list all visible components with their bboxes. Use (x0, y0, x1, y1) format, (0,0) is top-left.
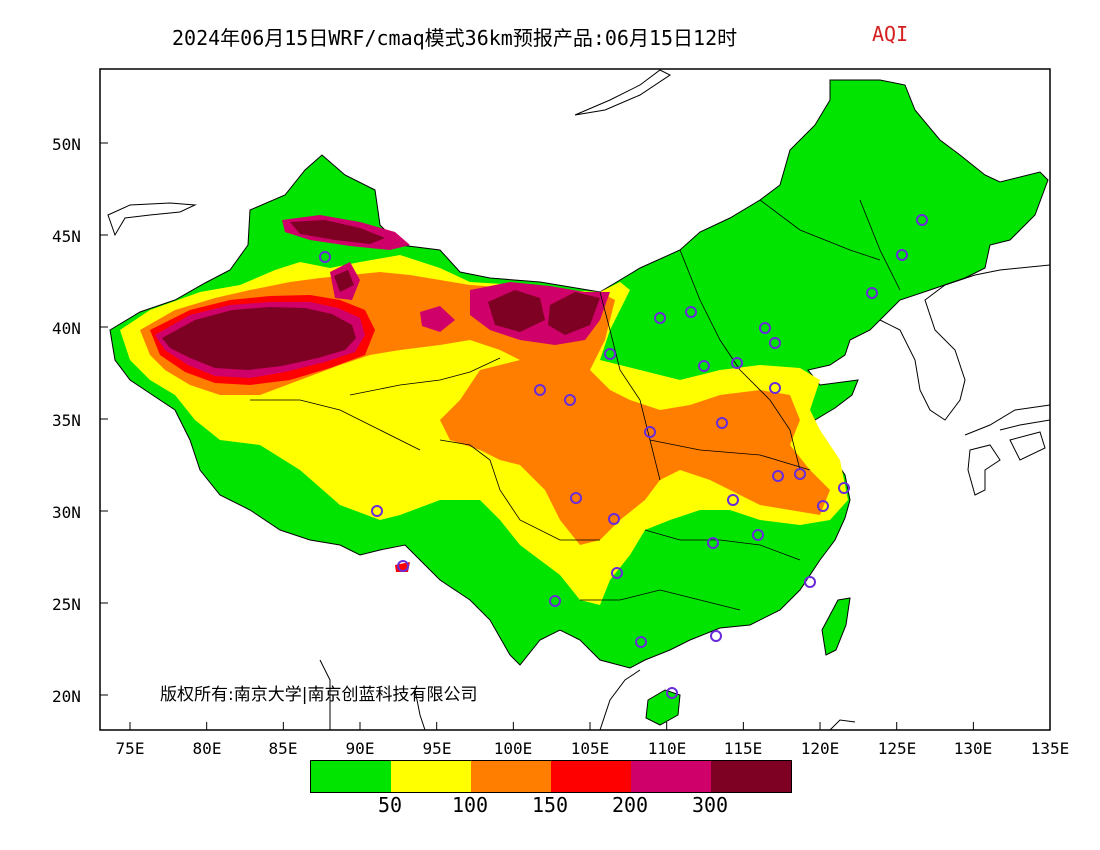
aqi-hotspot-west-mongolia-core (488, 290, 600, 335)
foreign-coastlines (107, 69, 1050, 730)
lon-label-90e: 90E (345, 739, 375, 758)
lon-label-100e: 100E (493, 739, 533, 758)
lon-label-75e: 75E (115, 739, 145, 758)
aqi-usg-zone-central (440, 355, 830, 545)
province-boundaries (250, 199, 901, 611)
legend-tick-50: 50 (377, 793, 403, 817)
lon-label-110e: 110E (647, 739, 687, 758)
legend-box-hazardous (711, 761, 791, 792)
legend-box-usg (471, 761, 551, 792)
legend-tick-200: 200 (611, 793, 649, 817)
aqi-hazardous-zone (162, 307, 356, 370)
lon-ticks (129, 722, 1051, 730)
legend-box-very-unhealthy (631, 761, 711, 792)
lat-label-50n: 50N (52, 135, 81, 154)
lon-label-115e: 115E (723, 739, 763, 758)
lon-label-135e: 135E (1030, 739, 1070, 758)
hainan-island (645, 689, 681, 726)
lon-label-125e: 125E (877, 739, 917, 758)
lat-ticks (100, 142, 108, 696)
lat-label-30n: 30N (52, 503, 81, 522)
lat-label-45n: 45N (52, 227, 81, 246)
lon-label-120e: 120E (800, 739, 840, 758)
lon-label-105e: 105E (570, 739, 610, 758)
aqi-hotspot-hexi (330, 262, 455, 332)
lat-label-20n: 20N (52, 687, 81, 706)
copyright-text: 版权所有:南京大学|南京创蓝科技有限公司 (160, 685, 478, 705)
aqi-hotspot-hexi-core (334, 270, 354, 292)
monitoring-stations (319, 214, 928, 699)
taiwan-island (821, 597, 851, 656)
legend-box-moderate (391, 761, 471, 792)
aqi-hazardous-north-core (290, 220, 385, 244)
legend-tick-100: 100 (451, 793, 489, 817)
title-main: 2024年06月15日WRF/cmaq模式36km预报产品:06月15日12时 (172, 26, 738, 50)
legend-tick-300: 300 (691, 793, 729, 817)
aqi-legend (310, 760, 792, 793)
title-variable: AQI (872, 22, 909, 46)
lon-label-80e: 80E (192, 739, 222, 758)
lat-label-40n: 40N (52, 319, 81, 338)
legend-box-good (311, 761, 391, 792)
lon-label-130e: 130E (953, 739, 993, 758)
lon-label-85e: 85E (268, 739, 298, 758)
map-frame (99, 68, 1051, 731)
legend-box-unhealthy (551, 761, 631, 792)
lon-label-95e: 95E (422, 739, 452, 758)
legend-tick-150: 150 (531, 793, 569, 817)
lat-label-35n: 35N (52, 411, 81, 430)
lat-label-25n: 25N (52, 595, 81, 614)
